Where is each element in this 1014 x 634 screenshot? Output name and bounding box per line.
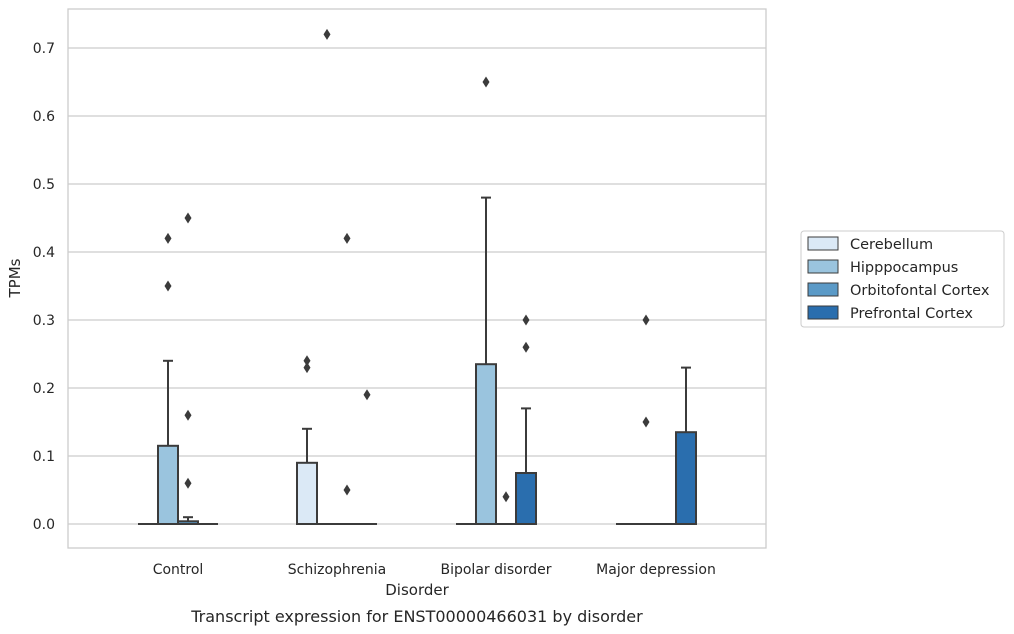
outlier-point xyxy=(522,314,530,326)
y-tick-label: 0.3 xyxy=(33,313,55,329)
outlier-point xyxy=(164,232,172,244)
gridlines xyxy=(68,47,766,525)
outlier-point xyxy=(184,409,192,421)
box xyxy=(515,472,537,525)
box xyxy=(157,444,179,525)
plot-frame xyxy=(67,8,767,549)
outlier-point xyxy=(502,491,510,503)
y-tick-labels: 0.0 0.1 0.2 0.3 0.4 0.5 0.6 0.7 xyxy=(33,41,55,533)
outlier-point xyxy=(482,76,490,88)
outlier-point xyxy=(164,280,172,292)
x-tick-label: Major depression xyxy=(596,562,716,578)
outlier-point xyxy=(343,232,351,244)
outlier-point xyxy=(323,28,331,40)
legend-label: Cerebellum xyxy=(850,237,933,253)
legend-label: Hipppocampus xyxy=(850,260,958,276)
outlier-point xyxy=(363,389,371,401)
y-tick-label: 0.7 xyxy=(33,41,55,57)
legend-label: Orbitofontal Cortex xyxy=(850,283,990,299)
legend-label: Prefrontal Cortex xyxy=(850,306,973,322)
y-tick-label: 0.2 xyxy=(33,381,55,397)
chart-caption: Transcript expression for ENST0000046603… xyxy=(190,607,643,626)
outlier-point xyxy=(303,362,311,374)
legend-frame xyxy=(800,230,1005,328)
x-axis-title: Disorder xyxy=(385,581,449,599)
box xyxy=(675,431,697,526)
y-tick-label: 0.1 xyxy=(33,449,55,465)
legend-swatch xyxy=(807,236,839,251)
x-tick-label: Schizophrenia xyxy=(288,562,386,578)
legend-swatch xyxy=(807,305,839,320)
outlier-point xyxy=(184,212,192,224)
box xyxy=(475,363,497,526)
plot-marks xyxy=(138,28,697,526)
y-tick-label: 0.5 xyxy=(33,177,55,193)
outlier-point xyxy=(642,416,650,428)
x-tick-label: Control xyxy=(153,562,204,578)
outlier-point xyxy=(303,355,311,367)
x-tick-label: Bipolar disorder xyxy=(440,562,551,578)
outlier-point xyxy=(522,341,530,353)
y-tick-label: 0.0 xyxy=(33,517,55,533)
legend-swatch xyxy=(807,282,839,297)
x-tick-labels: Control Schizophrenia Bipolar disorder Majo… xyxy=(153,562,716,578)
legend-swatch xyxy=(807,259,839,274)
y-tick-label: 0.6 xyxy=(33,109,55,125)
y-tick-label: 0.4 xyxy=(33,245,55,261)
outlier-point xyxy=(642,314,650,326)
y-axis-title: TPMs xyxy=(6,258,24,298)
outlier-point xyxy=(343,484,351,496)
legend: Cerebellum Hipppocampus Orbitofontal Corte… xyxy=(800,230,1005,328)
box xyxy=(296,461,318,525)
outlier-point xyxy=(184,477,192,489)
